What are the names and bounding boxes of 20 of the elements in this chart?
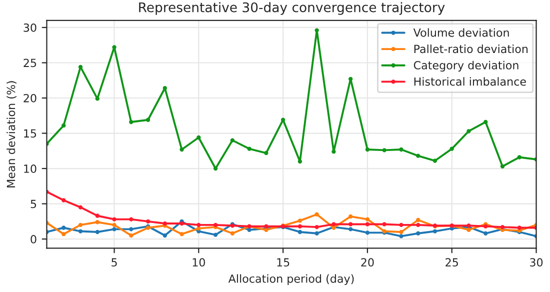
legend-label: Historical imbalance <box>414 77 526 86</box>
legend-label: Category deviation <box>414 60 518 72</box>
x-axis-title: Allocation period (day) <box>228 274 354 285</box>
x-tick-label: 30 <box>530 258 543 267</box>
y-tick-label: 15 <box>24 129 36 138</box>
y-tick-label: 10 <box>24 164 36 173</box>
x-tick-label: 5 <box>112 258 117 267</box>
legend-label: Pallet-ratio deviation <box>414 44 528 54</box>
y-tick-label: 0 <box>30 235 36 244</box>
y-tick-label: 5 <box>30 200 36 208</box>
y-tick-label: 20 <box>24 94 36 102</box>
y-tick-label: 25 <box>24 58 36 68</box>
x-tick-label: 15 <box>277 258 290 267</box>
legend-label: Volume deviation <box>413 28 509 37</box>
chart-title: Representative 30-day convergence trajectory <box>139 2 445 15</box>
y-tick-label: 30 <box>24 23 36 32</box>
y-axis-title: Mean deviation (%) <box>6 81 16 188</box>
x-tick-label: 20 <box>361 258 374 267</box>
x-tick-label: 10 <box>192 258 205 267</box>
x-tick-label: 25 <box>446 258 458 267</box>
